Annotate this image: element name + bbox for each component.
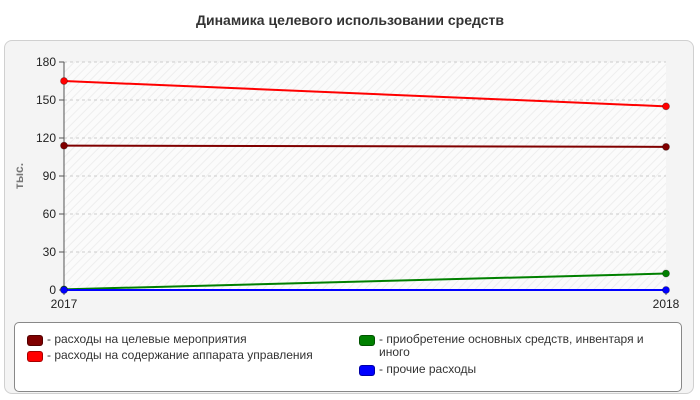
legend-swatch [27, 335, 43, 346]
legend-label: - расходы на целевые мероприятия [47, 332, 247, 346]
chart-title: Динамика целевого использовании средств [196, 12, 504, 28]
x-tick-label: 2018 [653, 297, 680, 311]
y-tick-label: 60 [43, 207, 57, 221]
y-tick-label: 30 [43, 245, 57, 259]
legend-swatch [359, 335, 375, 346]
legend-label: - прочие расходы [379, 362, 477, 376]
legend-label: - расходы на содержание аппарата управле… [47, 348, 313, 362]
series-1-point [60, 141, 68, 150]
y-tick-label: 120 [36, 131, 56, 145]
series-4-point [60, 286, 68, 294]
legend-label: - приобретение основных средств, инвента… [379, 332, 644, 359]
legend-swatch [27, 351, 43, 362]
series-line-1 [63, 144, 667, 148]
series-2-point [60, 77, 68, 85]
y-tick-label: 180 [36, 55, 56, 69]
series-3-point [662, 269, 670, 278]
legend: - расходы на целевые мероприятия - расход… [14, 322, 682, 392]
y-axis-label: тыс. [12, 163, 26, 189]
series-4-point [662, 286, 670, 294]
y-tick-label: 0 [49, 283, 56, 297]
series-line-3 [63, 272, 667, 291]
series-1-point [662, 142, 670, 151]
legend-item[interactable]: - приобретение основных средств, инвента… [359, 333, 677, 359]
legend-item[interactable]: - расходы на целевые мероприятия [27, 333, 347, 346]
legend-item[interactable]: - расходы на содержание аппарата управле… [27, 349, 347, 362]
series-line-2 [63, 80, 667, 108]
x-tick-label: 2017 [51, 297, 78, 311]
y-tick-label: 90 [43, 169, 57, 183]
series-2-point [662, 102, 670, 111]
legend-swatch [359, 365, 375, 376]
legend-item[interactable]: - прочие расходы [359, 363, 677, 376]
y-tick-label: 150 [36, 93, 56, 107]
